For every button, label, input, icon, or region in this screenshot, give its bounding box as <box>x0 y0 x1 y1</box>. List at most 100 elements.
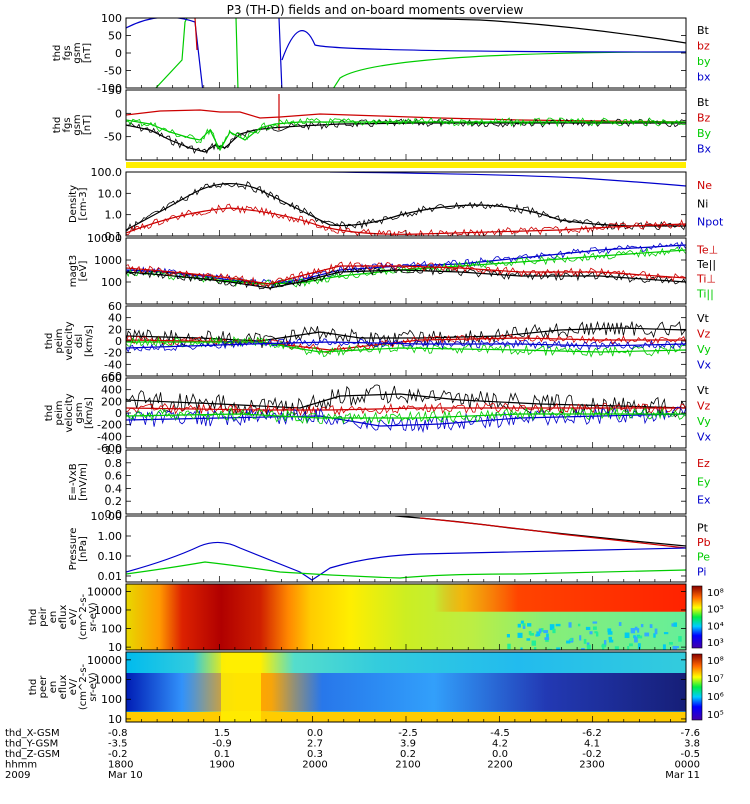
legend-entry: Vy <box>697 343 711 356</box>
spectrogram-pixel <box>668 642 673 645</box>
xaxis-value: 1800 <box>108 760 133 771</box>
series-red <box>126 203 686 236</box>
y-tick-label: 600 <box>101 372 122 385</box>
y-axis-label: Density[cm-3] <box>68 185 89 223</box>
y-axis-label-line: sr-eV) <box>88 672 99 701</box>
spectrogram-pixel <box>634 626 638 631</box>
legend-entry: Npot <box>697 216 724 229</box>
spectrogram-pixel <box>673 622 678 627</box>
series-blue <box>126 18 686 88</box>
series-blue <box>329 172 686 187</box>
spectrogram-pixel <box>528 631 532 635</box>
y-axis-label: thdpeirenefluxeV/(cm^2-s-sr-eV) <box>28 593 99 640</box>
series-red <box>126 109 686 123</box>
spectrogram-pixel <box>540 628 544 632</box>
legend-entry: Vy <box>697 415 711 428</box>
panel-frame <box>125 237 687 305</box>
spectrogram-pixel <box>640 623 644 628</box>
spectrogram-highenergy <box>126 584 686 612</box>
y-tick-label: 10 <box>108 641 122 654</box>
spectrogram-pixel <box>630 628 636 634</box>
series-green-trend <box>126 413 686 419</box>
spectrogram-pixel <box>527 623 532 627</box>
legend-entry: Ti⊥ <box>696 273 716 286</box>
y-tick-label: 10.0 <box>98 187 123 200</box>
y-tick-label: -60 <box>104 370 122 383</box>
y-tick-label: 1000 <box>94 254 122 267</box>
y-tick-label: 0.0 <box>105 508 123 521</box>
y-axis: 10000 1000 100 10 <box>87 585 686 654</box>
y-axis-label-line: [eV] <box>78 261 89 282</box>
xaxis-value: -0.2 <box>108 749 128 760</box>
y-axis-label-line: eV/ <box>68 678 79 695</box>
spectrogram-pixel <box>581 648 585 650</box>
y-axis-label-line: [nT] <box>82 43 93 63</box>
y-axis-label: Pressure[nPa] <box>68 528 89 571</box>
spectrogram-pixel <box>637 643 641 649</box>
spectrogram-pixel <box>589 631 593 635</box>
legend-entry: Bx <box>697 142 712 155</box>
panel-content <box>126 320 686 358</box>
panel-p2: 50 0 -50 thdfgsgsm[nT] Bt Bz By Bx <box>52 84 712 161</box>
y-tick-label: 100 <box>101 276 122 289</box>
legend-entry: bz <box>697 39 710 52</box>
y-tick-label: -50 <box>104 131 122 144</box>
legend-entry: by <box>697 55 711 68</box>
spectrogram-pixel <box>595 632 599 637</box>
panel-p5: 6040200-20-40-60thdpeimvelocitydsl[km/s]… <box>44 300 712 383</box>
spectrogram-pixel <box>608 636 613 640</box>
xaxis-value: -0.5 <box>680 749 700 760</box>
legend-entry: Vz <box>697 399 711 412</box>
y-tick-label: 100 <box>101 12 122 25</box>
panel-content <box>126 241 686 291</box>
spectrogram-pixel <box>614 646 619 650</box>
xaxis-value: Mar 11 <box>665 770 700 781</box>
flag-bar <box>126 162 686 168</box>
spectrogram-pixel <box>607 628 612 633</box>
panel-content <box>126 94 686 155</box>
spectrogram-pixel <box>607 631 613 635</box>
xaxis-value: -2.5 <box>398 728 418 739</box>
colorbar-label: 10⁶ <box>707 692 724 703</box>
colorbar-label: 10³ <box>707 638 724 649</box>
series-green <box>126 117 686 151</box>
panel-content <box>126 384 686 434</box>
spectrogram-pixel <box>522 623 526 626</box>
series-red <box>194 18 198 51</box>
legend-entry: Vz <box>697 327 711 340</box>
xaxis-row-label: hhmm <box>5 760 37 771</box>
y-axis-label-line: E=-VxB <box>68 463 79 500</box>
spectrogram-pixel <box>546 633 549 638</box>
y-tick-label: 200 <box>101 395 122 408</box>
series-green <box>126 336 686 358</box>
legend-entry: Ex <box>697 494 711 507</box>
spectrogram-pixel <box>568 622 572 628</box>
legend-entry: Ti|| <box>696 287 714 300</box>
series-black <box>339 18 686 44</box>
y-tick-label: 0 <box>115 407 122 420</box>
legend-entry: Pi <box>697 565 706 578</box>
y-axis-label-line: velocity <box>64 321 75 360</box>
series-blue-trend <box>126 341 686 349</box>
spectrogram-pixel <box>608 639 614 643</box>
y-axis-label: thdfgsgsm[nT] <box>52 114 93 135</box>
y-tick-label: -200 <box>97 419 122 432</box>
legend-entry: Pt <box>697 521 709 534</box>
y-tick-label: 1.00 <box>98 530 123 543</box>
y-tick-label: 0 <box>115 47 122 60</box>
y-tick-label: 10.00 <box>91 510 123 523</box>
spectrogram-pixel <box>618 622 622 626</box>
y-axis: 10000 1000 100 <box>87 232 686 289</box>
legend-entry: Ey <box>697 475 711 488</box>
y-tick-label: 0.2 <box>105 495 123 508</box>
legend-entry: Ne <box>697 179 712 192</box>
series-red <box>126 401 686 417</box>
colorbar-label: 10⁸ <box>707 656 724 667</box>
y-axis-label-line: peir <box>38 606 49 626</box>
spectrogram-pixel <box>629 643 633 647</box>
xaxis-value: -3.5 <box>108 739 128 750</box>
y-axis-label-line: eflux <box>58 675 69 700</box>
